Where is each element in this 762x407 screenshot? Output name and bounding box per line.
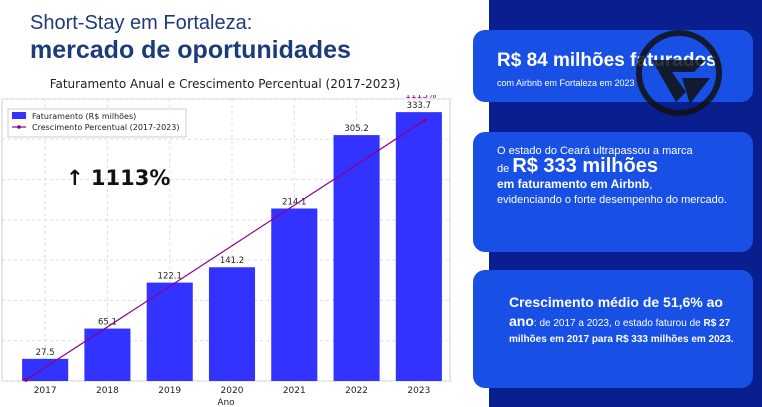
ceara-card-prefix: de — [497, 163, 510, 175]
growth-card-bold-a: R$ 27 milhões em 2017 para R$ 333 milhõe… — [509, 318, 734, 345]
legend-swatch-dot — [17, 125, 21, 129]
data-label-2019: 122.1 — [158, 272, 182, 282]
arrow-up-icon: ↑ — [66, 166, 84, 190]
bar-2021 — [271, 208, 318, 381]
growth-line-label: 1113% — [405, 95, 437, 101]
ceara-card-text-a: O estado do Ceará ultrapassou a marca — [497, 145, 693, 157]
ceara-card-bold: em faturamento em Airbnb — [497, 177, 650, 191]
x-tick-2021: 2021 — [283, 386, 306, 396]
revenue-card-subtext: com Airbnb em Fortaleza em 2023 — [497, 78, 635, 88]
chart-title: Faturamento Anual e Crescimento Percentu… — [49, 77, 401, 91]
x-tick-2018: 2018 — [96, 386, 119, 396]
ceara-card-tail: , — [649, 179, 653, 191]
ceara-card-text-b: evidenciando o forte desempenho do merca… — [497, 194, 727, 206]
slide-title-line1: Short-Stay em Fortaleza: — [30, 12, 253, 34]
data-label-2020: 141.2 — [220, 256, 244, 266]
legend-swatch-bar — [12, 112, 26, 119]
bar-2020 — [208, 267, 256, 381]
bar-2019 — [146, 282, 193, 381]
data-label-2018: 65.1 — [98, 318, 117, 328]
legend-box — [7, 108, 187, 138]
bar-2022 — [333, 135, 380, 381]
growth-card-big: Crescimento médio de 51,6% ao ano — [509, 294, 723, 329]
x-tick-2019: 2019 — [158, 386, 181, 396]
x-tick-2022: 2022 — [345, 386, 368, 396]
legend-label-bar: Faturamento (R$ milhões) — [32, 112, 136, 121]
x-tick-2017: 2017 — [34, 386, 57, 396]
bar-2018 — [84, 328, 131, 381]
growth-line-start — [24, 377, 29, 382]
growth-card: Crescimento médio de 51,6% ao ano: de 20… — [473, 270, 753, 388]
ceara-card-big: R$ 333 milhões — [512, 155, 658, 177]
ceara-card: O estado do Ceará ultrapassou a marca de… — [473, 132, 753, 252]
growth-line-end — [422, 118, 427, 123]
growth-line — [25, 119, 426, 381]
data-label-2017: 27.5 — [36, 348, 55, 358]
slide-title-line2: mercado de oportunidades — [30, 36, 351, 64]
bar-2023 — [395, 112, 442, 381]
data-label-2022: 305.2 — [344, 124, 368, 134]
revenue-chart: 27.5 2017 65.1 2018 122.1 2019 141.2 2020 214.1 2… — [1, 95, 451, 407]
data-label-2023: 333.7 — [407, 101, 431, 111]
x-axis-label: Ano — [217, 398, 235, 407]
brand-logo-icon — [636, 30, 722, 116]
legend-label-line: Crescimento Percentual (2017-2023) — [32, 123, 179, 132]
growth-card-text-a: : de 2017 a 2023, o estado faturou de — [533, 318, 704, 329]
growth-stat: ↑ 1113% — [66, 166, 170, 190]
revenue-card: R$ 84 milhões faturados com Airbnb em Fo… — [473, 30, 753, 102]
data-label-2021: 214.1 — [282, 197, 306, 207]
x-tick-2023: 2023 — [407, 386, 430, 396]
x-tick-2020: 2020 — [221, 386, 244, 396]
growth-stat-value: 1113% — [90, 166, 171, 190]
